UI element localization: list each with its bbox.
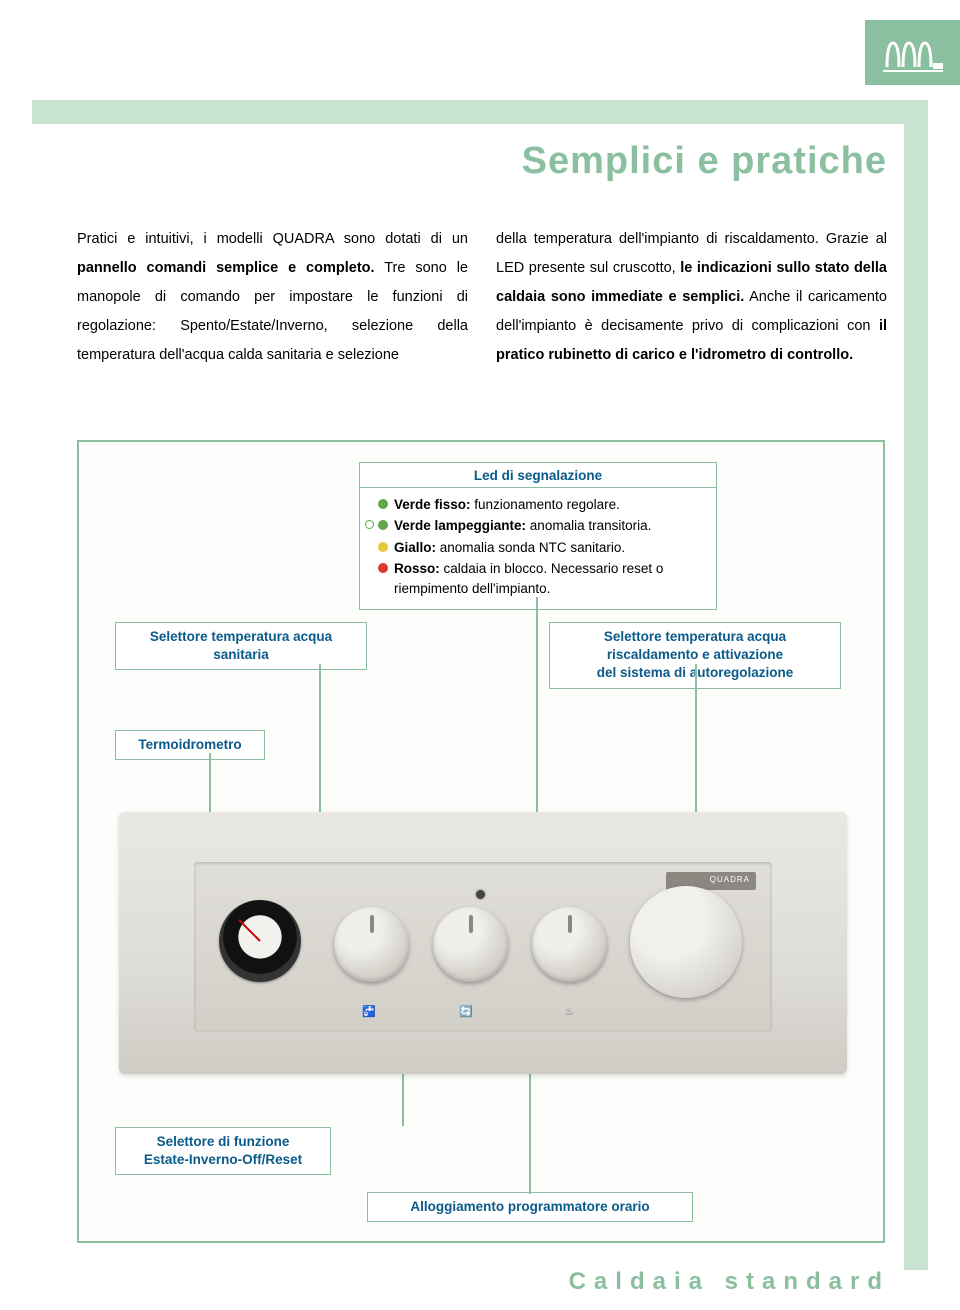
frame-bar-top <box>32 100 927 124</box>
body-col-1: Pratici e intuitivi, i modelli QUADRA so… <box>77 225 468 370</box>
termoidrometro-gauge <box>219 900 301 982</box>
led-dot-icon <box>378 563 388 573</box>
knob-sanitaria <box>334 907 409 982</box>
radiator-icon: ♨ <box>564 1005 574 1018</box>
leader-line <box>536 597 538 847</box>
page-footer: Caldaia standard <box>569 1268 890 1296</box>
frame-bar-side <box>904 100 928 1270</box>
led-legend: Led di segnalazione Verde fisso: funzion… <box>359 462 717 610</box>
callout-alloggiamento: Alloggiamento programmatore orario <box>367 1192 693 1222</box>
led-ring-icon <box>365 520 374 529</box>
knob-riscaldamento <box>532 907 607 982</box>
knob-funzione <box>433 907 508 982</box>
control-panel: QUADRA 🚰 🔄 ♨ <box>119 812 847 1074</box>
led-legend-row: Giallo: anomalia sonda NTC sanitario. <box>394 538 706 558</box>
logo-icon <box>883 33 943 73</box>
control-panel-inner: QUADRA 🚰 🔄 ♨ <box>194 862 772 1032</box>
body-col-2: della temperatura dell'impianto di risca… <box>496 225 887 370</box>
body-text: Pratici e intuitivi, i modelli QUADRA so… <box>77 225 887 370</box>
callout-selettore-funzione: Selettore di funzioneEstate-Inverno-Off/… <box>115 1127 331 1175</box>
led-legend-row: Rosso: caldaia in blocco. Necessario res… <box>394 559 706 600</box>
led-legend-row: Verde fisso: funzionamento regolare. <box>394 495 706 515</box>
led-legend-row: Verde lampeggiante: anomalia transitoria… <box>394 516 706 536</box>
led-dot-icon <box>378 499 388 509</box>
status-led-icon <box>476 890 485 899</box>
brand-logo <box>865 20 960 85</box>
callout-termoidrometro: Termoidrometro <box>115 730 265 760</box>
faucet-icon: 🚰 <box>362 1005 376 1018</box>
led-dot-icon <box>378 520 388 530</box>
diagram-box: Led di segnalazione Verde fisso: funzion… <box>77 440 885 1243</box>
mode-icon: 🔄 <box>459 1005 473 1018</box>
led-legend-rows: Verde fisso: funzionamento regolare.Verd… <box>360 488 716 609</box>
led-dot-icon <box>378 542 388 552</box>
led-legend-title: Led di segnalazione <box>360 463 716 488</box>
callout-selettore-sanitaria: Selettore temperatura acquasanitaria <box>115 622 367 670</box>
page-title: Semplici e pratiche <box>0 140 912 183</box>
page: Semplici e pratiche Pratici e intuitivi,… <box>0 0 960 1310</box>
programmer-cover <box>630 886 742 998</box>
